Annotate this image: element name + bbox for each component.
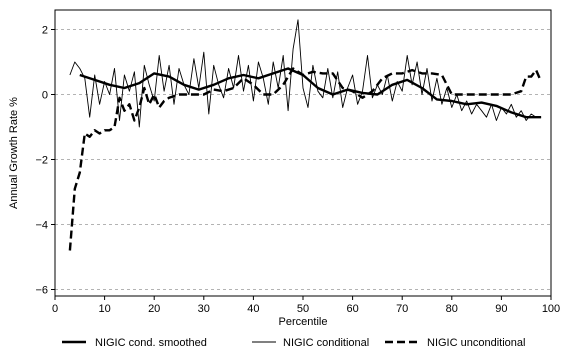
legend-label-unconditional: NIGIC unconditional [427,337,525,349]
y-tick-label: −6 [35,285,48,297]
plot-frame [54,9,552,297]
x-tick-label: 50 [297,303,309,315]
x-tick-label: 30 [198,303,210,315]
x-tick-label: 0 [52,303,58,315]
y-axis: −6 −4 −2 0 2 [35,25,55,297]
x-tick-label: 20 [148,303,160,315]
x-tick-label: 10 [98,303,110,315]
x-tick-label: 40 [247,303,259,315]
series-line-conditional [69,19,542,128]
series-lines [68,19,543,251]
x-tick-label: 70 [396,303,408,315]
legend: NIGIC cond. smoothed NIGIC conditional N… [62,337,525,349]
series-line-unconditional [68,67,543,251]
legend-label-conditional: NIGIC conditional [283,337,369,349]
y-tick-label: 2 [42,25,48,37]
y-axis-title: Annual Growth Rate % [8,97,20,209]
y-tick-label: 0 [42,90,48,102]
x-axis: 0 10 20 30 40 50 60 70 80 90 100 [52,296,560,315]
x-tick-label: 80 [446,303,458,315]
x-tick-label: 100 [542,303,560,315]
x-tick-label: 90 [495,303,507,315]
series-line-cond-smoothed [79,67,542,119]
x-axis-title: Percentile [279,316,328,328]
legend-label-smoothed: NIGIC cond. smoothed [95,337,207,349]
grid-lines [55,29,551,290]
y-tick-label: −2 [35,155,48,167]
x-tick-label: 60 [346,303,358,315]
y-tick-label: −4 [35,220,48,232]
